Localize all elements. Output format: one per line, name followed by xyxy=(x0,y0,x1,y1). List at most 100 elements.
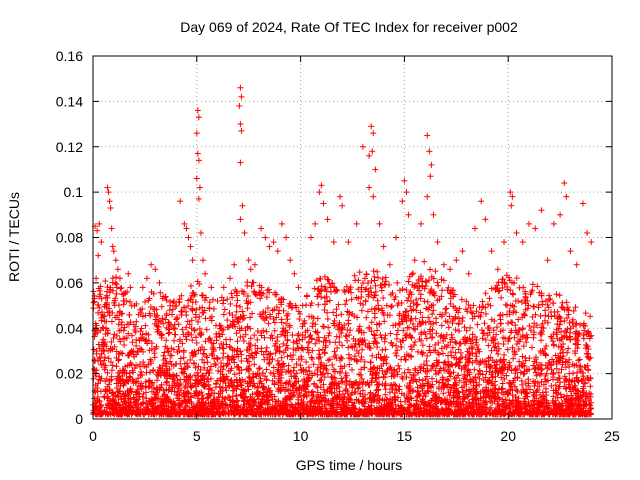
data-point xyxy=(529,314,536,321)
data-point xyxy=(481,320,488,327)
data-point xyxy=(557,318,564,325)
data-point xyxy=(213,331,220,338)
data-point xyxy=(210,305,217,312)
data-point xyxy=(111,331,118,338)
data-point xyxy=(433,378,440,385)
data-point xyxy=(371,277,378,284)
data-point xyxy=(573,362,580,369)
data-point xyxy=(421,329,428,336)
data-point xyxy=(356,269,363,276)
data-point xyxy=(500,341,507,348)
data-point xyxy=(318,287,325,294)
data-point xyxy=(227,300,234,307)
data-point xyxy=(92,320,99,327)
data-point xyxy=(283,342,290,349)
data-point xyxy=(192,364,199,371)
data-point xyxy=(539,298,546,305)
data-point xyxy=(167,298,174,305)
chart-title: Day 069 of 2024, Rate Of TEC Index for r… xyxy=(180,19,518,35)
data-point xyxy=(251,361,258,368)
data-point xyxy=(397,338,404,345)
data-point xyxy=(352,389,359,396)
data-point xyxy=(324,315,331,322)
data-point xyxy=(496,312,503,319)
data-point xyxy=(543,343,550,350)
data-point xyxy=(222,395,229,402)
data-point xyxy=(374,344,381,351)
data-point xyxy=(142,322,149,329)
data-point xyxy=(224,296,231,303)
data-point xyxy=(447,349,454,356)
data-point xyxy=(552,382,559,389)
data-point xyxy=(438,345,445,352)
data-point xyxy=(395,362,402,369)
data-point xyxy=(307,302,314,309)
data-point xyxy=(140,399,147,406)
data-point xyxy=(272,350,279,357)
data-point xyxy=(519,326,526,333)
data-point xyxy=(338,375,345,382)
data-point xyxy=(513,341,520,348)
data-point xyxy=(167,358,174,365)
data-point xyxy=(429,375,436,382)
data-point xyxy=(487,302,494,309)
data-point xyxy=(140,359,147,366)
data-point xyxy=(325,324,332,331)
data-point xyxy=(361,275,368,282)
data-point xyxy=(587,383,594,390)
data-point xyxy=(413,296,420,303)
data-point xyxy=(145,384,152,391)
data-point xyxy=(374,297,381,304)
data-point xyxy=(325,332,332,339)
data-point xyxy=(565,345,572,352)
data-point xyxy=(121,324,128,331)
data-point xyxy=(205,375,212,382)
data-point xyxy=(244,279,251,286)
data-point xyxy=(550,393,557,400)
data-point xyxy=(271,327,278,334)
data-point xyxy=(586,333,593,340)
data-point xyxy=(582,310,589,317)
data-point xyxy=(244,305,251,312)
data-point xyxy=(326,339,333,346)
data-point xyxy=(224,317,231,324)
data-point xyxy=(566,334,573,341)
data-point xyxy=(100,341,107,348)
data-point xyxy=(166,329,173,336)
data-point xyxy=(575,357,582,364)
data-point xyxy=(394,327,401,334)
data-point xyxy=(403,287,410,294)
data-point xyxy=(254,327,261,334)
data-point xyxy=(142,298,149,305)
data-point xyxy=(153,371,160,378)
data-point xyxy=(180,349,187,356)
data-point xyxy=(310,361,317,368)
data-point xyxy=(561,317,568,324)
data-point xyxy=(331,348,338,355)
data-point xyxy=(393,342,400,349)
data-point xyxy=(307,332,314,339)
data-point xyxy=(531,383,538,390)
data-point xyxy=(187,356,194,363)
data-point xyxy=(313,277,320,284)
data-point xyxy=(408,271,415,278)
data-point xyxy=(488,285,495,292)
data-point xyxy=(429,311,436,318)
data-point xyxy=(428,334,435,341)
data-point xyxy=(271,381,278,388)
data-point xyxy=(101,354,108,361)
data-point xyxy=(117,285,124,292)
data-point xyxy=(514,388,521,395)
data-point xyxy=(315,354,322,361)
data-point xyxy=(188,317,195,324)
data-point xyxy=(432,315,439,322)
data-point xyxy=(198,331,205,338)
data-point xyxy=(184,402,191,409)
data-point xyxy=(489,374,496,381)
data-point xyxy=(309,355,316,362)
data-point xyxy=(408,334,415,341)
data-point xyxy=(113,290,120,297)
data-point xyxy=(564,315,571,322)
data-point xyxy=(90,299,97,306)
